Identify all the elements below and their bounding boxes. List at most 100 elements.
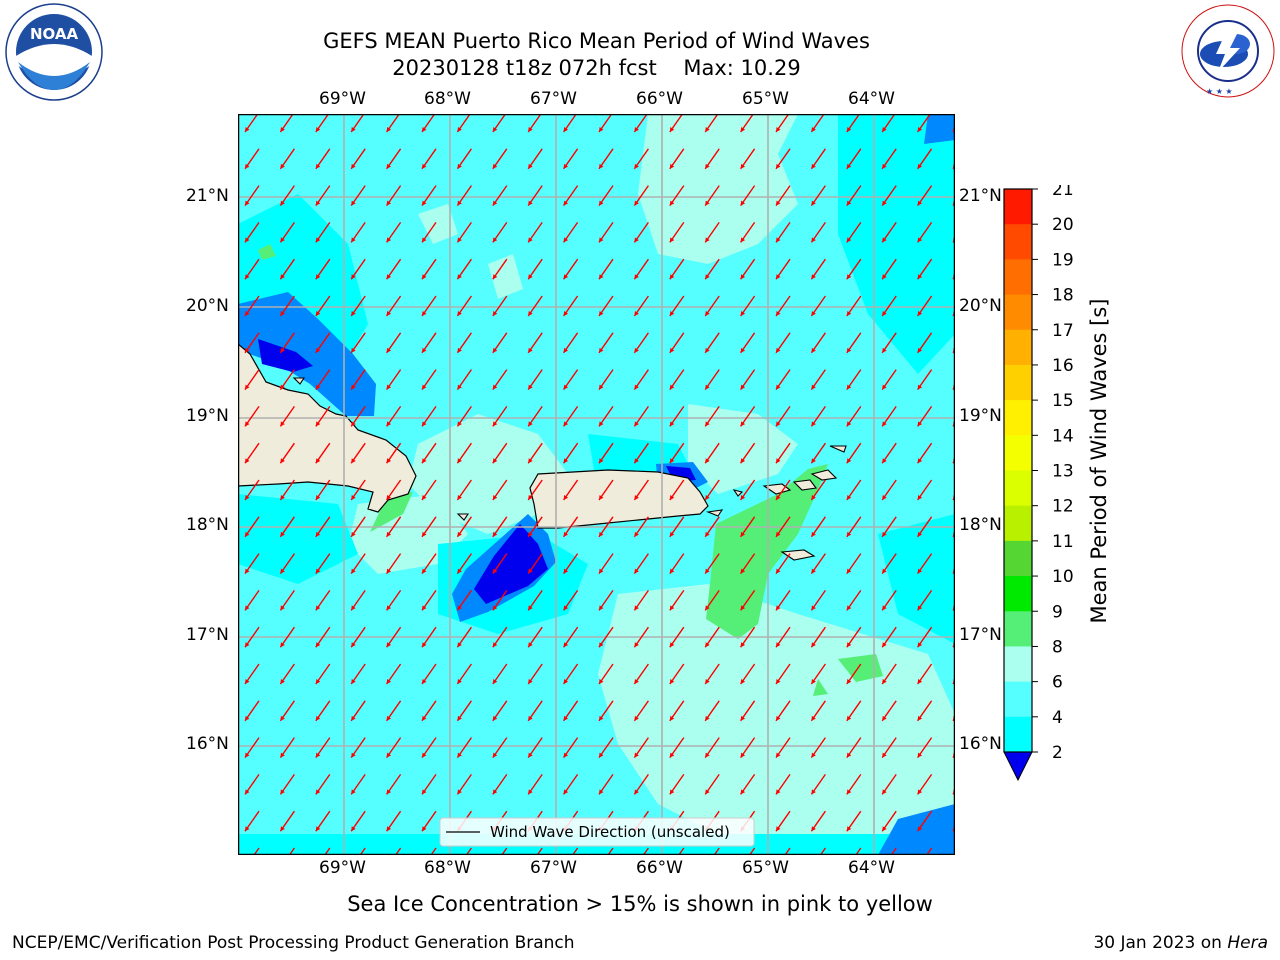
wave-direction-arrow [279,185,295,207]
lon-tick-top-64w: 64°W [848,89,895,109]
wave-direction-arrow [881,589,897,611]
wind-wave-arrows [244,114,955,855]
wave-direction-arrow [881,405,897,427]
wave-direction-arrow [669,185,685,207]
wave-direction-arrow [633,553,649,575]
wave-direction-arrow [279,516,295,538]
wave-direction-arrow [598,479,614,501]
colorbar-tick-label: 20 [1052,215,1074,235]
wave-direction-arrow [394,847,402,855]
wave-direction-arrow [810,369,826,391]
colorbar: 21 20 19 18 17 16 15 14 13 12 11 10 9 8 6 4 2 Mean Perio… [1003,185,1110,782]
wave-direction-arrow [244,114,259,133]
wave-direction-arrow [421,148,437,170]
wave-direction-arrow [775,185,791,207]
wave-direction-arrow [421,516,437,538]
wave-direction-arrow [740,221,756,243]
wave-direction-arrow [527,221,543,243]
wave-direction-arrow [527,589,543,611]
wave-direction-arrow [350,663,366,685]
wave-direction-arrow [492,114,507,133]
wave-direction-arrow [775,700,791,722]
wave-direction-arrow [598,700,614,722]
wave-direction-arrow [421,221,437,243]
wave-direction-arrow [279,626,295,648]
colorbar-band [1004,470,1032,507]
wave-direction-arrow [917,516,933,538]
wave-direction-arrow [315,626,331,648]
wave-direction-arrow [633,589,649,611]
colorbar-tick-label: 12 [1052,497,1074,517]
wave-direction-arrow [740,516,756,538]
wave-direction-arrow [456,516,472,538]
wave-direction-arrow [775,405,791,427]
wave-direction-arrow [881,663,897,685]
lat-tick-right-18n: 18°N [959,515,1002,535]
wave-direction-arrow [492,700,508,722]
wave-direction-arrow [386,516,402,538]
wave-direction-arrow [527,114,542,133]
colorbar-tick-label: 17 [1052,321,1074,341]
wave-direction-arrow [315,589,331,611]
date-text: 30 Jan 2023 on [1093,933,1228,953]
wave-direction-arrow [704,773,720,795]
wave-direction-arrow [633,332,649,354]
wave-direction-arrow [810,114,825,133]
wave-direction-arrow [386,810,402,832]
wave-direction-arrow [704,479,720,501]
wave-direction-arrow [563,114,578,133]
lat-tick-right-17n: 17°N [959,625,1002,645]
wave-direction-arrow [386,773,402,795]
wave-direction-arrow [350,221,366,243]
wave-direction-arrow [279,295,295,317]
colorbar-tick-label: 8 [1052,637,1063,657]
lat-tick-left-18n: 18°N [186,515,229,535]
wave-direction-arrow [917,663,933,685]
wave-direction-arrow [563,332,579,354]
wave-direction-arrow [244,258,260,280]
wave-direction-arrow [244,148,260,170]
wave-direction-arrow [527,369,543,391]
wave-direction-arrow [917,295,933,317]
wave-direction-arrow [563,185,579,207]
wave-direction-arrow [563,773,579,795]
wave-direction-arrow [704,405,720,427]
map-legend: Wind Wave Direction (unscaled) [439,817,755,847]
wave-direction-arrow [598,295,614,317]
wave-direction-arrow [669,553,685,575]
wave-direction-arrow [810,626,826,648]
nws-logo: ★ ★ ★ [1178,2,1278,100]
wave-direction-arrow [642,847,649,855]
host-name: Hera [1227,933,1268,953]
colorbar-tick-label: 2 [1052,743,1063,763]
wave-direction-arrow [669,405,685,427]
wave-direction-arrow [527,405,543,427]
wave-direction-arrow [386,148,402,170]
wave-direction-arrow [350,332,366,354]
wave-direction-arrow [386,332,402,354]
wave-direction-arrow [350,185,366,207]
colorbar-tick-label: 15 [1052,391,1074,411]
colorbar-band [1004,435,1032,471]
wave-direction-arrow [421,663,437,685]
wave-direction-arrow [456,258,472,280]
wave-direction-arrow [810,405,826,427]
wave-direction-arrow [456,148,472,170]
wave-direction-arrow [917,114,932,133]
wave-direction-arrow [315,332,331,354]
wave-direction-arrow [279,114,294,133]
wave-direction-arrow [810,185,826,207]
colorbar-band [1004,364,1032,401]
wave-direction-arrow [350,405,366,427]
wave-direction-arrow [669,148,685,170]
wave-direction-arrow [350,737,366,759]
wave-direction-arrow [350,589,366,611]
wave-direction-arrow [244,737,260,759]
wave-direction-arrow [881,258,897,280]
wave-direction-arrow [704,626,720,648]
wave-direction-arrow [846,114,861,133]
wave-direction-arrow [704,114,719,133]
colorbar-band [1004,329,1032,366]
wave-direction-arrow [456,737,472,759]
wave-direction-arrow [775,479,791,501]
